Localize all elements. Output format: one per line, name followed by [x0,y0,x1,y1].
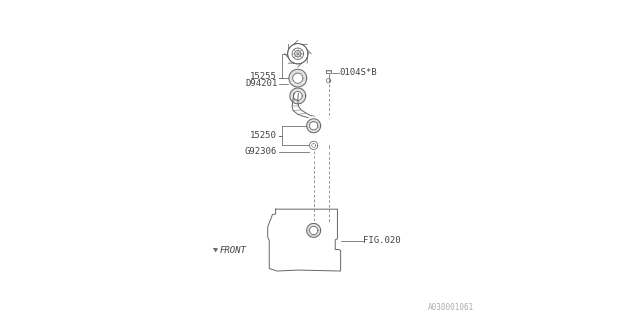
Text: 15250: 15250 [250,131,277,140]
Polygon shape [305,222,322,239]
Text: G92306: G92306 [245,147,277,156]
Polygon shape [288,86,307,105]
Polygon shape [287,68,308,89]
Text: 0104S*B: 0104S*B [340,68,378,77]
Polygon shape [305,117,322,134]
Text: FIG.020: FIG.020 [364,236,401,245]
Polygon shape [285,42,310,66]
Text: D94201: D94201 [245,79,277,88]
Text: FRONT: FRONT [220,246,246,255]
Text: 15255: 15255 [250,72,277,81]
Polygon shape [326,69,331,73]
Text: A030001061: A030001061 [428,303,474,312]
